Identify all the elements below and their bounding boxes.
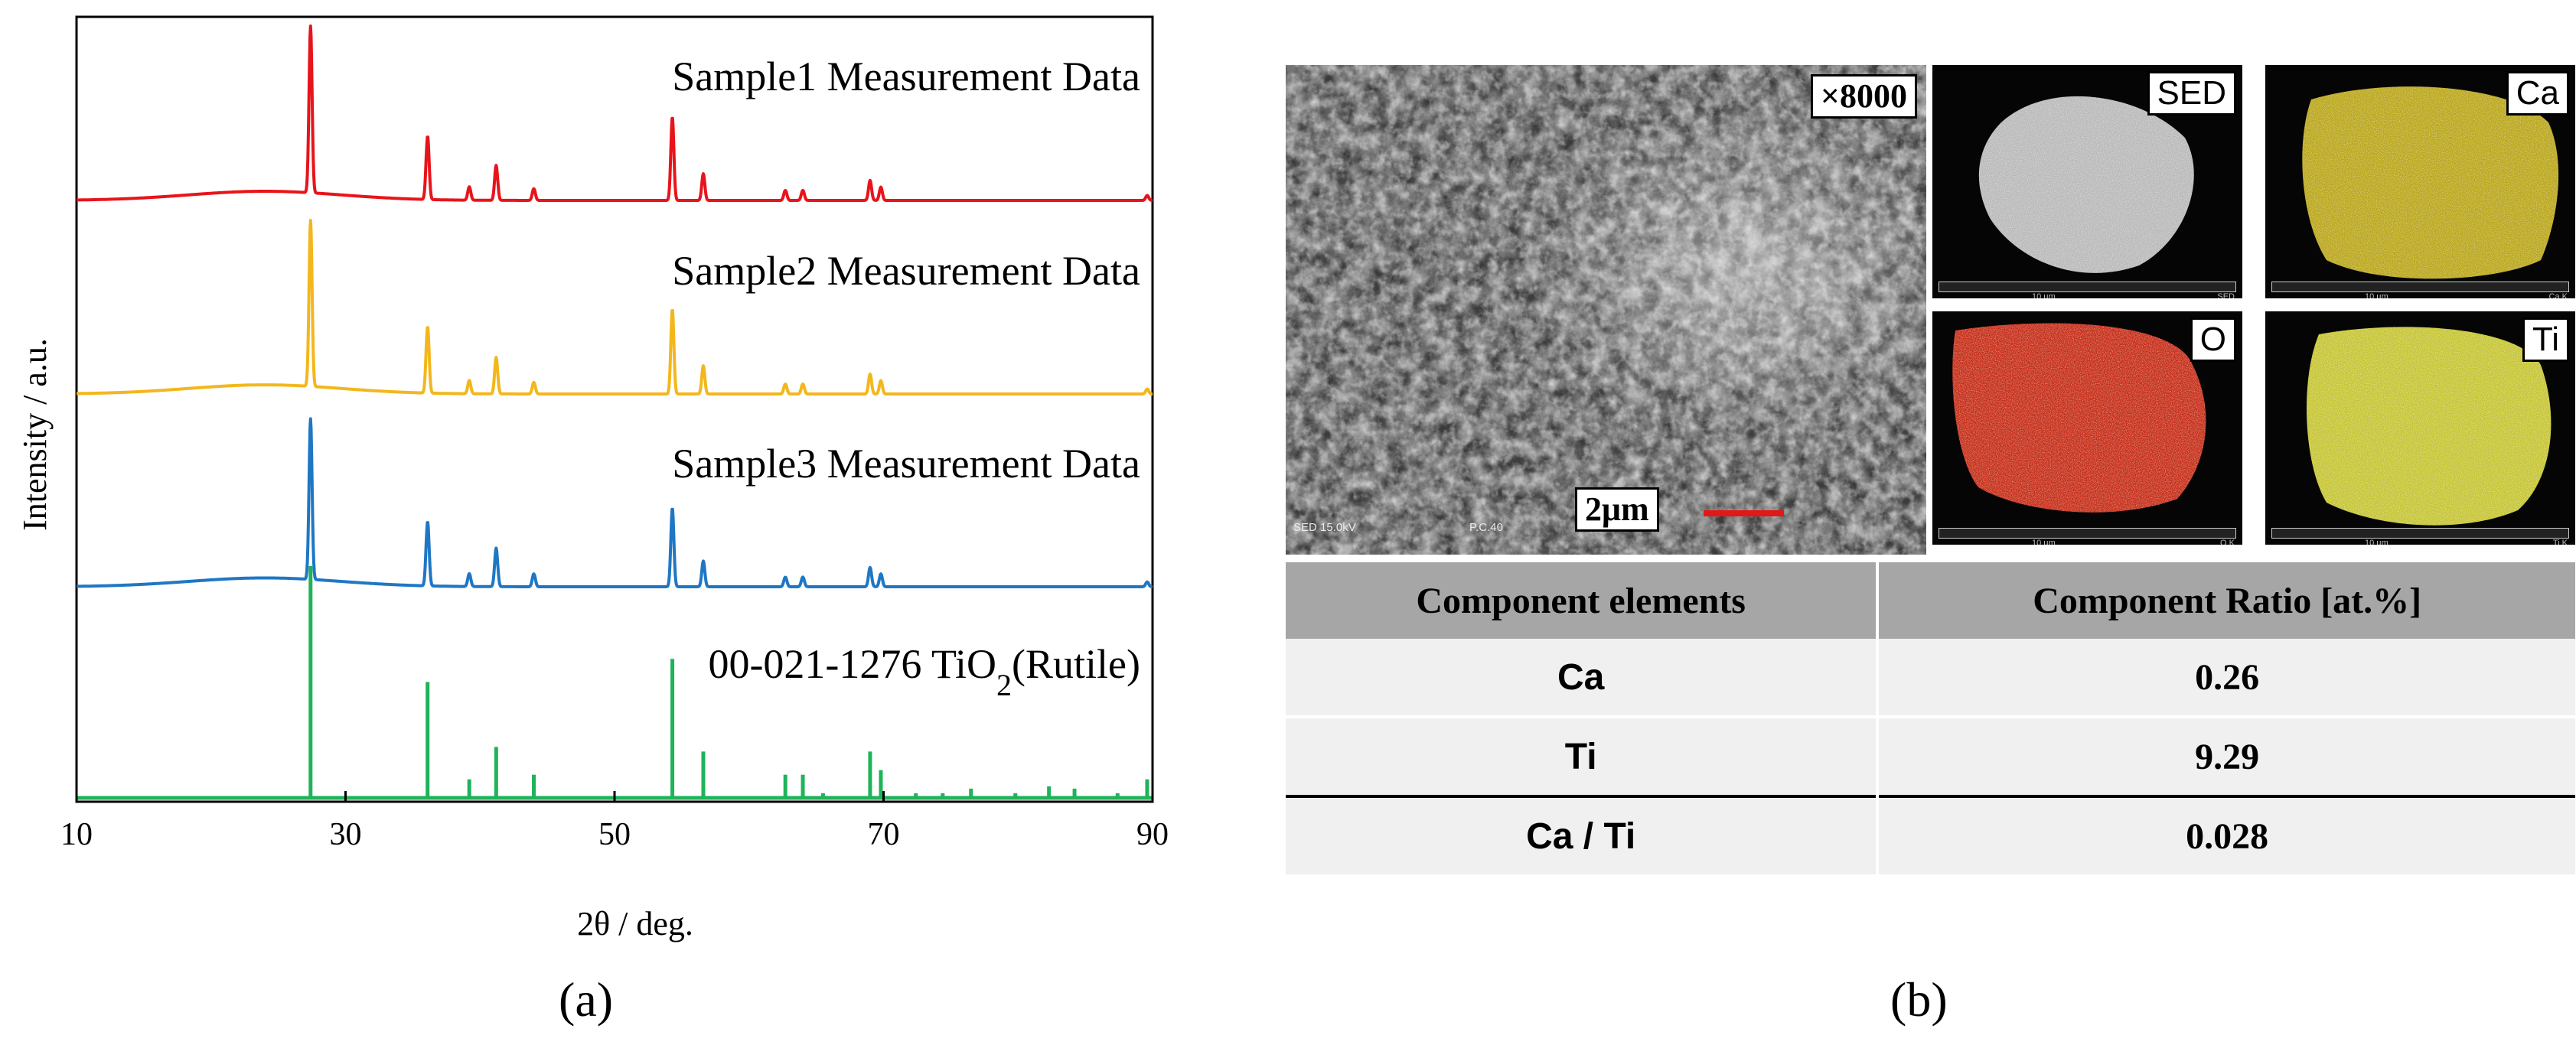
map-signal-caption: Ti K [2552, 539, 2568, 545]
series-labels: Sample1 Measurement Data Sample2 Measurem… [672, 54, 1140, 702]
panel-b: ×8000 2μm SED 15.0kV P.C.40 SED 10 μm SED C… [1286, 65, 2575, 884]
table-header-row: Component elements Component Ratio [at.%… [1286, 562, 2575, 639]
series-line [75, 219, 1154, 396]
map-scale-bar [1939, 282, 2236, 292]
map-signal-caption: O K [2220, 539, 2235, 545]
series-line [75, 417, 1154, 588]
cell-element: Ti [1286, 715, 1878, 796]
magnification-badge: ×8000 [1810, 74, 1917, 119]
series-label: Sample1 Measurement Data [672, 54, 1140, 99]
cell-ratio: 0.028 [1876, 795, 2575, 874]
col-header-ratio: Component Ratio [at.%] [1876, 562, 2575, 639]
table-row: Ca 0.26 [1286, 639, 2575, 717]
series-line [75, 24, 1154, 202]
col-header-elements: Component elements [1286, 562, 1878, 639]
x-axis-label: 2θ / deg. [577, 905, 693, 942]
series-label: Sample2 Measurement Data [672, 248, 1140, 294]
map-scale-text: 10 μm [2032, 292, 2056, 298]
y-axis-label: Intensity / a.u. [16, 338, 54, 531]
map-label: SED [2147, 71, 2236, 116]
series-layer [75, 24, 1154, 800]
map-label: Ca [2506, 71, 2569, 116]
sem-texture [1286, 65, 1926, 555]
composition-table: Component elements Component Ratio [at.%… [1286, 562, 2575, 874]
map-scale-bar [2271, 282, 2569, 292]
map-signal-caption: SED [2217, 292, 2235, 298]
x-tick-label: 70 [868, 817, 900, 852]
map-label: O [2190, 317, 2236, 362]
cell-ratio: 0.26 [1876, 639, 2575, 717]
sem-image: ×8000 2μm SED 15.0kV P.C.40 [1286, 65, 1926, 555]
x-tick-label: 50 [598, 817, 631, 852]
scale-bar-label: 2μm [1575, 487, 1659, 532]
map-scale-text: 10 μm [2365, 539, 2389, 545]
eds-map-ca: Ca 10 μm Ca K [2265, 65, 2575, 298]
sem-footer-voltage: SED 15.0kV [1293, 521, 1356, 534]
map-scale-bar [1939, 528, 2236, 539]
map-scale-text: 10 μm [2365, 292, 2389, 298]
map-label: Ti [2522, 317, 2569, 362]
panel-label-b: (b) [1890, 972, 1948, 1027]
x-tick-label: 30 [330, 817, 362, 852]
cell-ratio: 9.29 [1876, 715, 2575, 796]
sem-footer-setting: P.C.40 [1469, 521, 1503, 534]
x-tick-label: 10 [60, 817, 93, 852]
x-tick-label: 90 [1136, 817, 1169, 852]
panel-label-a: (a) [559, 972, 614, 1027]
series-label: Sample3 Measurement Data [672, 441, 1140, 487]
eds-map-sed: SED 10 μm SED [1932, 65, 2242, 298]
series-label: 00-021-1276 TiO2(Rutile) [708, 641, 1140, 702]
cell-element: Ca [1286, 639, 1878, 717]
cell-element: Ca / Ti [1286, 795, 1878, 874]
xrd-chart: Sample1 Measurement Data Sample2 Measurem… [16, 15, 1169, 942]
table-row: Ca / Ti 0.028 [1286, 795, 2575, 874]
scale-bar [1704, 510, 1784, 516]
map-signal-caption: Ca K [2548, 292, 2568, 298]
eds-map-o: O 10 μm O K [1932, 311, 2242, 545]
table-row: Ti 9.29 [1286, 715, 2575, 796]
map-scale-text: 10 μm [2032, 539, 2056, 545]
x-axis-ticks: 10 30 50 70 90 [60, 791, 1169, 852]
eds-map-ti: Ti 10 μm Ti K [2265, 311, 2575, 545]
map-scale-bar [2271, 528, 2569, 539]
